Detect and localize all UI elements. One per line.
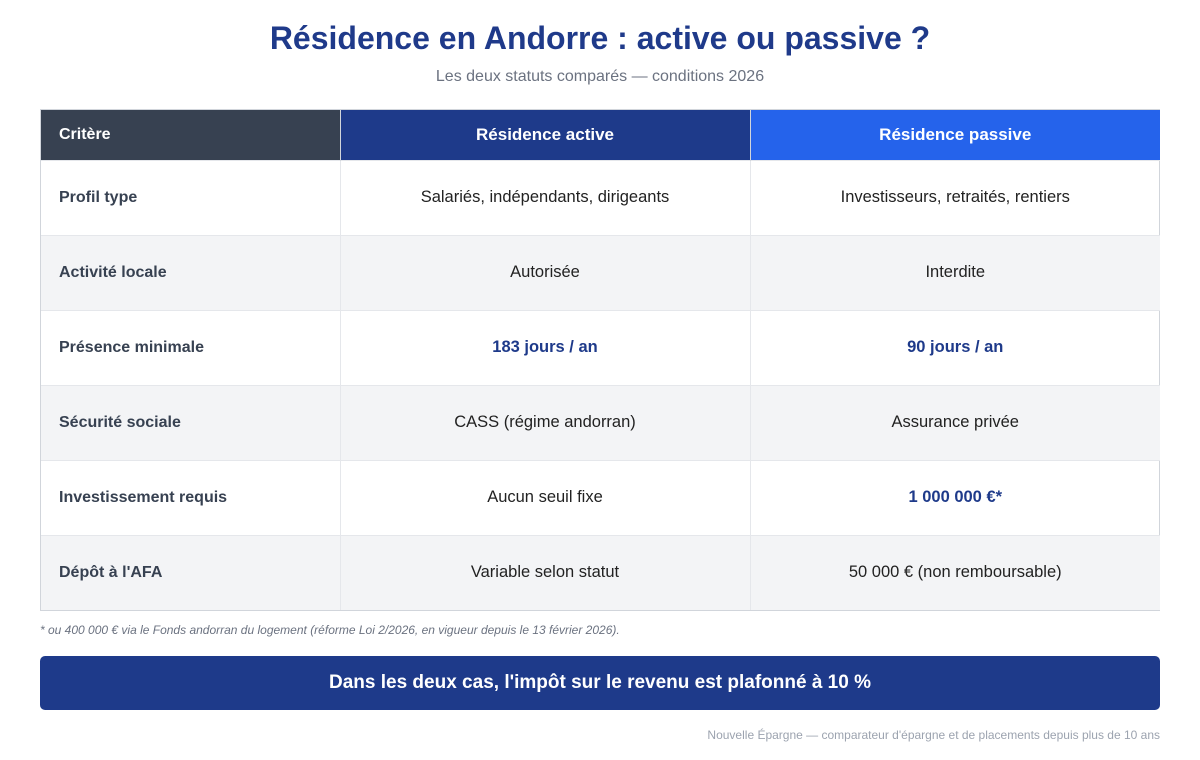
comparison-table: Critère Résidence active Résidence passi… bbox=[40, 109, 1160, 611]
footer-credit: Nouvelle Épargne — comparateur d'épargne… bbox=[707, 728, 1160, 742]
row-passive-value: Assurance privée bbox=[750, 384, 1160, 460]
row-active-value: Aucun seuil fixe bbox=[340, 459, 751, 535]
table-row: Profil type Salariés, indépendants, diri… bbox=[41, 159, 1160, 235]
table-row: Investissement requis Aucun seuil fixe 1… bbox=[41, 459, 1160, 535]
footnote: * ou 400 000 € via le Fonds andorran du … bbox=[40, 623, 620, 637]
row-active-value: Autorisée bbox=[340, 234, 751, 310]
row-passive-value: 50 000 € (non remboursable) bbox=[750, 534, 1160, 610]
page-title: Résidence en Andorre : active ou passive… bbox=[269, 20, 931, 56]
row-passive-value: 1 000 000 €* bbox=[750, 459, 1160, 535]
row-criterion: Investissement requis bbox=[41, 459, 341, 535]
table-row: Activité locale Autorisée Interdite bbox=[41, 234, 1160, 310]
row-passive-value: 90 jours / an bbox=[750, 309, 1160, 385]
table-header-row: Critère Résidence active Résidence passi… bbox=[41, 110, 1160, 160]
column-header-active: Résidence active bbox=[340, 110, 751, 160]
column-header-criterion: Critère bbox=[41, 110, 341, 160]
page-subtitle: Les deux statuts comparés — conditions 2… bbox=[435, 68, 765, 85]
row-criterion: Profil type bbox=[41, 159, 341, 235]
table-row: Sécurité sociale CASS (régime andorran) … bbox=[41, 384, 1160, 460]
table-row: Présence minimale 183 jours / an 90 jour… bbox=[41, 309, 1160, 385]
row-active-value: Variable selon statut bbox=[340, 534, 751, 610]
summary-banner: Dans les deux cas, l'impôt sur le revenu… bbox=[40, 656, 1160, 710]
row-active-value: Salariés, indépendants, dirigeants bbox=[340, 159, 751, 235]
row-passive-value: Interdite bbox=[750, 234, 1160, 310]
table-row: Dépôt à l'AFA Variable selon statut 50 0… bbox=[41, 534, 1160, 610]
row-passive-value: Investisseurs, retraités, rentiers bbox=[750, 159, 1160, 235]
row-criterion: Présence minimale bbox=[41, 309, 341, 385]
summary-banner-text: Dans les deux cas, l'impôt sur le revenu… bbox=[329, 672, 871, 693]
row-active-value: CASS (régime andorran) bbox=[340, 384, 751, 460]
row-criterion: Sécurité sociale bbox=[41, 384, 341, 460]
row-active-value: 183 jours / an bbox=[340, 309, 751, 385]
column-header-passive: Résidence passive bbox=[750, 110, 1160, 160]
row-criterion: Dépôt à l'AFA bbox=[41, 534, 341, 610]
row-criterion: Activité locale bbox=[41, 234, 341, 310]
